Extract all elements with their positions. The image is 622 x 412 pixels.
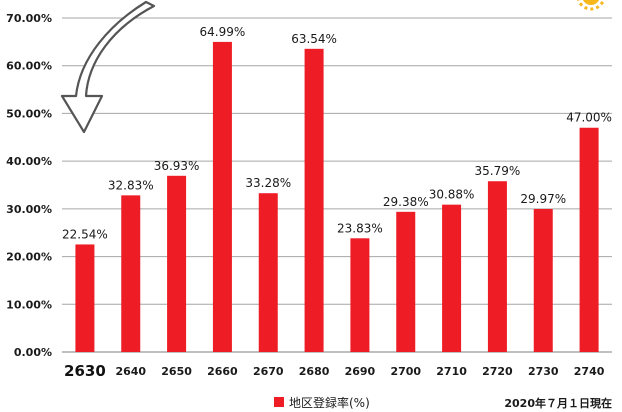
x-tick-label: 2660 — [207, 365, 238, 378]
y-tick-label: 30.00% — [6, 203, 52, 216]
bar — [167, 175, 187, 352]
bar — [579, 127, 599, 352]
bar — [442, 204, 462, 352]
x-tick-label: 2740 — [574, 365, 605, 378]
bar — [533, 209, 553, 352]
y-tick-label: 40.00% — [6, 155, 52, 168]
date-annotation: 2020年７月１日現在 — [504, 396, 612, 410]
bar — [258, 193, 278, 352]
data-label: 30.88% — [429, 188, 475, 202]
x-axis-ticks: 2630 2640 2650 2660 2670 2680 2690 2700 2710 2720… — [64, 362, 605, 380]
data-label: 29.97% — [520, 192, 566, 206]
y-axis-ticks: 0.00% 10.00% 20.00% 30.00% 40.00% 50.00% 60.00… — [6, 12, 52, 359]
legend-swatch — [274, 397, 284, 407]
x-tick-label: 2670 — [253, 365, 284, 378]
curved-arrow-icon — [60, 0, 156, 134]
x-tick-label: 2710 — [436, 365, 467, 378]
data-labels: 22.54% 32.83%36.93% 64.99% 33.28% 63.54% 23.8… — [62, 25, 612, 242]
bar — [75, 244, 95, 352]
y-tick-label: 60.00% — [6, 60, 52, 73]
x-tick-label: 2650 — [161, 365, 192, 378]
x-tick-label: 2700 — [390, 365, 421, 378]
bar — [487, 181, 507, 352]
y-tick-label: 20.00% — [6, 251, 52, 264]
data-label: 36.93% — [154, 159, 200, 173]
data-label: 33.28% — [245, 176, 291, 190]
data-label: 47.00% — [566, 111, 612, 125]
x-tick-label: 2720 — [482, 365, 513, 378]
data-label: 63.54% — [291, 32, 337, 46]
y-tick-label: 10.00% — [6, 298, 52, 311]
bar — [212, 41, 232, 353]
data-label: 35.79% — [475, 164, 521, 178]
data-label: 22.54% — [62, 227, 108, 241]
bars — [75, 41, 599, 353]
x-tick-label: 2730 — [528, 365, 559, 378]
y-tick-label: 0.00% — [14, 346, 52, 359]
y-tick-label: 70.00% — [6, 12, 52, 25]
x-tick-label: 2630 — [64, 362, 106, 380]
gridlines — [62, 17, 612, 353]
x-tick-label: 2680 — [299, 365, 330, 378]
data-label: 29.38% — [383, 195, 429, 209]
data-label: 23.83% — [337, 221, 383, 235]
bar — [121, 195, 141, 352]
sun-icon — [577, 0, 605, 11]
bar — [396, 211, 416, 352]
y-tick-label: 50.00% — [6, 107, 52, 120]
x-tick-label: 2690 — [345, 365, 376, 378]
legend-label: 地区登録率(%) — [289, 395, 370, 410]
data-label: 64.99% — [200, 25, 246, 39]
x-tick-label: 2640 — [115, 365, 146, 378]
bar — [350, 238, 370, 352]
bar — [304, 48, 324, 353]
data-label: 32.83% — [108, 178, 154, 192]
